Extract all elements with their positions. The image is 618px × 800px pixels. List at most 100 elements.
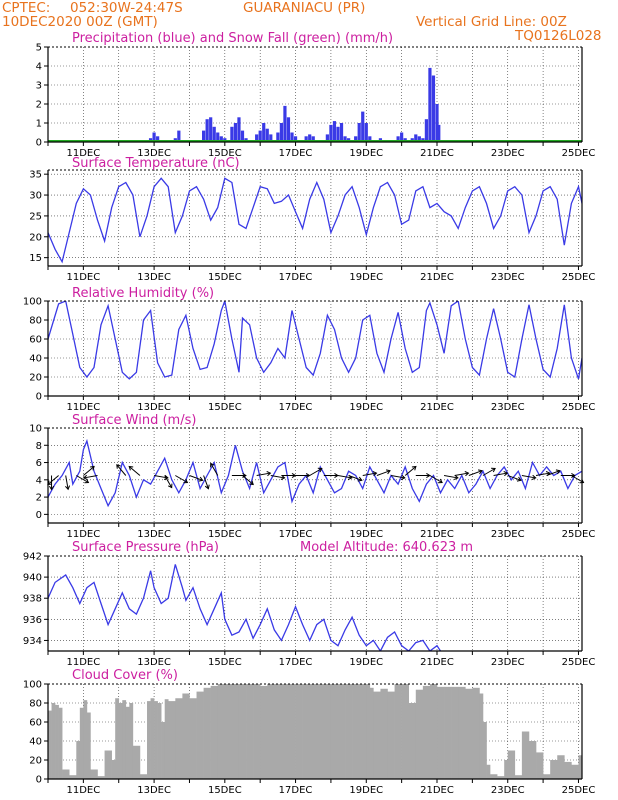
x-tick-label: 23DEC [491,402,525,413]
wind-arrowhead [82,474,88,480]
cloud-bar [557,755,565,779]
precip-bar [230,126,234,142]
cloud-bar [479,693,484,779]
wind-vector [429,475,443,483]
precip-bar [209,117,213,142]
wind-arrowhead [204,484,210,490]
precip-bar [212,126,216,142]
y-tick-label: 25 [29,211,42,222]
precip-bar [414,134,418,142]
precip-bar [417,136,421,142]
wind-vector [65,475,69,490]
precip-bar [435,104,439,142]
cloud-bar [281,684,289,779]
x-tick-label: 15DEC [208,529,242,540]
wind-vector [309,468,323,476]
precip-bar [279,123,284,142]
cloud-bar [352,684,360,779]
header-model-id: TQ0126L028 [515,28,602,44]
cloud-bar [246,684,254,779]
precip-bar [361,111,365,142]
wind-vector [47,475,59,485]
x-tick-label: 13DEC [137,402,171,413]
precip-bar [276,132,280,142]
series-line [48,438,582,508]
wind-arrowhead [464,471,470,477]
wind-vector [521,475,536,479]
cloud-bar [224,684,233,779]
wind-arrowhead [477,469,483,475]
cloud-bar [147,701,151,779]
cloud-bar [164,699,169,779]
precip-bar [262,123,266,142]
cloud-bar [444,686,452,779]
x-tick-label: 15DEC [208,402,242,413]
x-tick-label: 25DEC [562,272,596,283]
x-tick-label: 19DEC [349,785,383,796]
wind-arrowhead [249,480,254,486]
cloud-bar [337,684,346,779]
y-tick-label: 80 [29,316,42,327]
cloud-bar [132,745,141,779]
cloud-bar [302,684,310,779]
cloud-bar [465,688,473,779]
cloud-bar [401,684,410,779]
cloud-bar [345,684,353,779]
wind-arrowhead [65,485,71,491]
y-tick-label: 934 [23,636,42,647]
y-tick-label: 4 [36,475,42,486]
cloud-bar [309,684,318,779]
header-location: GUARANIACU (PR) [243,0,366,16]
cloud-bar [104,750,112,779]
cloud-bar [536,752,544,779]
cloud-bar [196,691,204,779]
cloud-bar [437,686,445,779]
x-tick-label: 15DEC [208,657,242,668]
wind-arrowhead [372,471,378,477]
panel-title: Surface Temperature (nC) [72,156,240,171]
precip-bar [233,123,238,142]
precip-bar [396,136,400,142]
y-tick-label: 30 [29,191,42,202]
x-tick-label: 19DEC [349,657,383,668]
precip-bar [219,136,223,142]
cloud-bar [69,775,77,779]
cloud-bar [139,774,148,779]
x-tick-label: 11DEC [66,272,100,283]
wind-arrowhead [164,474,169,480]
x-tick-label: 15DEC [208,785,242,796]
cloud-bar [150,698,155,779]
cloud-bar [51,703,56,779]
cloud-bar [408,703,417,779]
precip-bar [152,132,156,142]
cloud-bar [203,687,211,779]
header-source: CPTEC: [2,0,51,16]
wind-vector [546,470,560,476]
precip-bar [325,134,329,142]
series-line [48,301,582,380]
wind-vector [390,475,405,479]
panel-title: Relative Humidity (%) [72,286,214,301]
y-tick-label: 20 [29,232,42,243]
cloud-bar [316,684,325,779]
y-tick-label: 40 [29,737,42,748]
wind-arrowhead [116,464,121,469]
x-tick-label: 17DEC [279,657,313,668]
precip-bar [339,123,344,142]
cloud-bar [387,691,395,779]
wind-arrowhead [571,472,576,479]
precip-bar [177,130,181,142]
wind-arrowhead [426,472,431,479]
x-tick-label: 25DEC [562,402,596,413]
x-tick-label: 19DEC [349,272,383,283]
cloud-bar [486,764,491,779]
x-tick-label: 23DEC [491,657,525,668]
x-tick-label: 23DEC [491,272,525,283]
x-tick-label: 19DEC [349,402,383,413]
wind-vector [337,475,352,479]
precip-bar [216,132,220,142]
cloud-bar [115,698,120,779]
precip-bar [311,136,315,142]
wind-arrowhead [503,471,509,477]
